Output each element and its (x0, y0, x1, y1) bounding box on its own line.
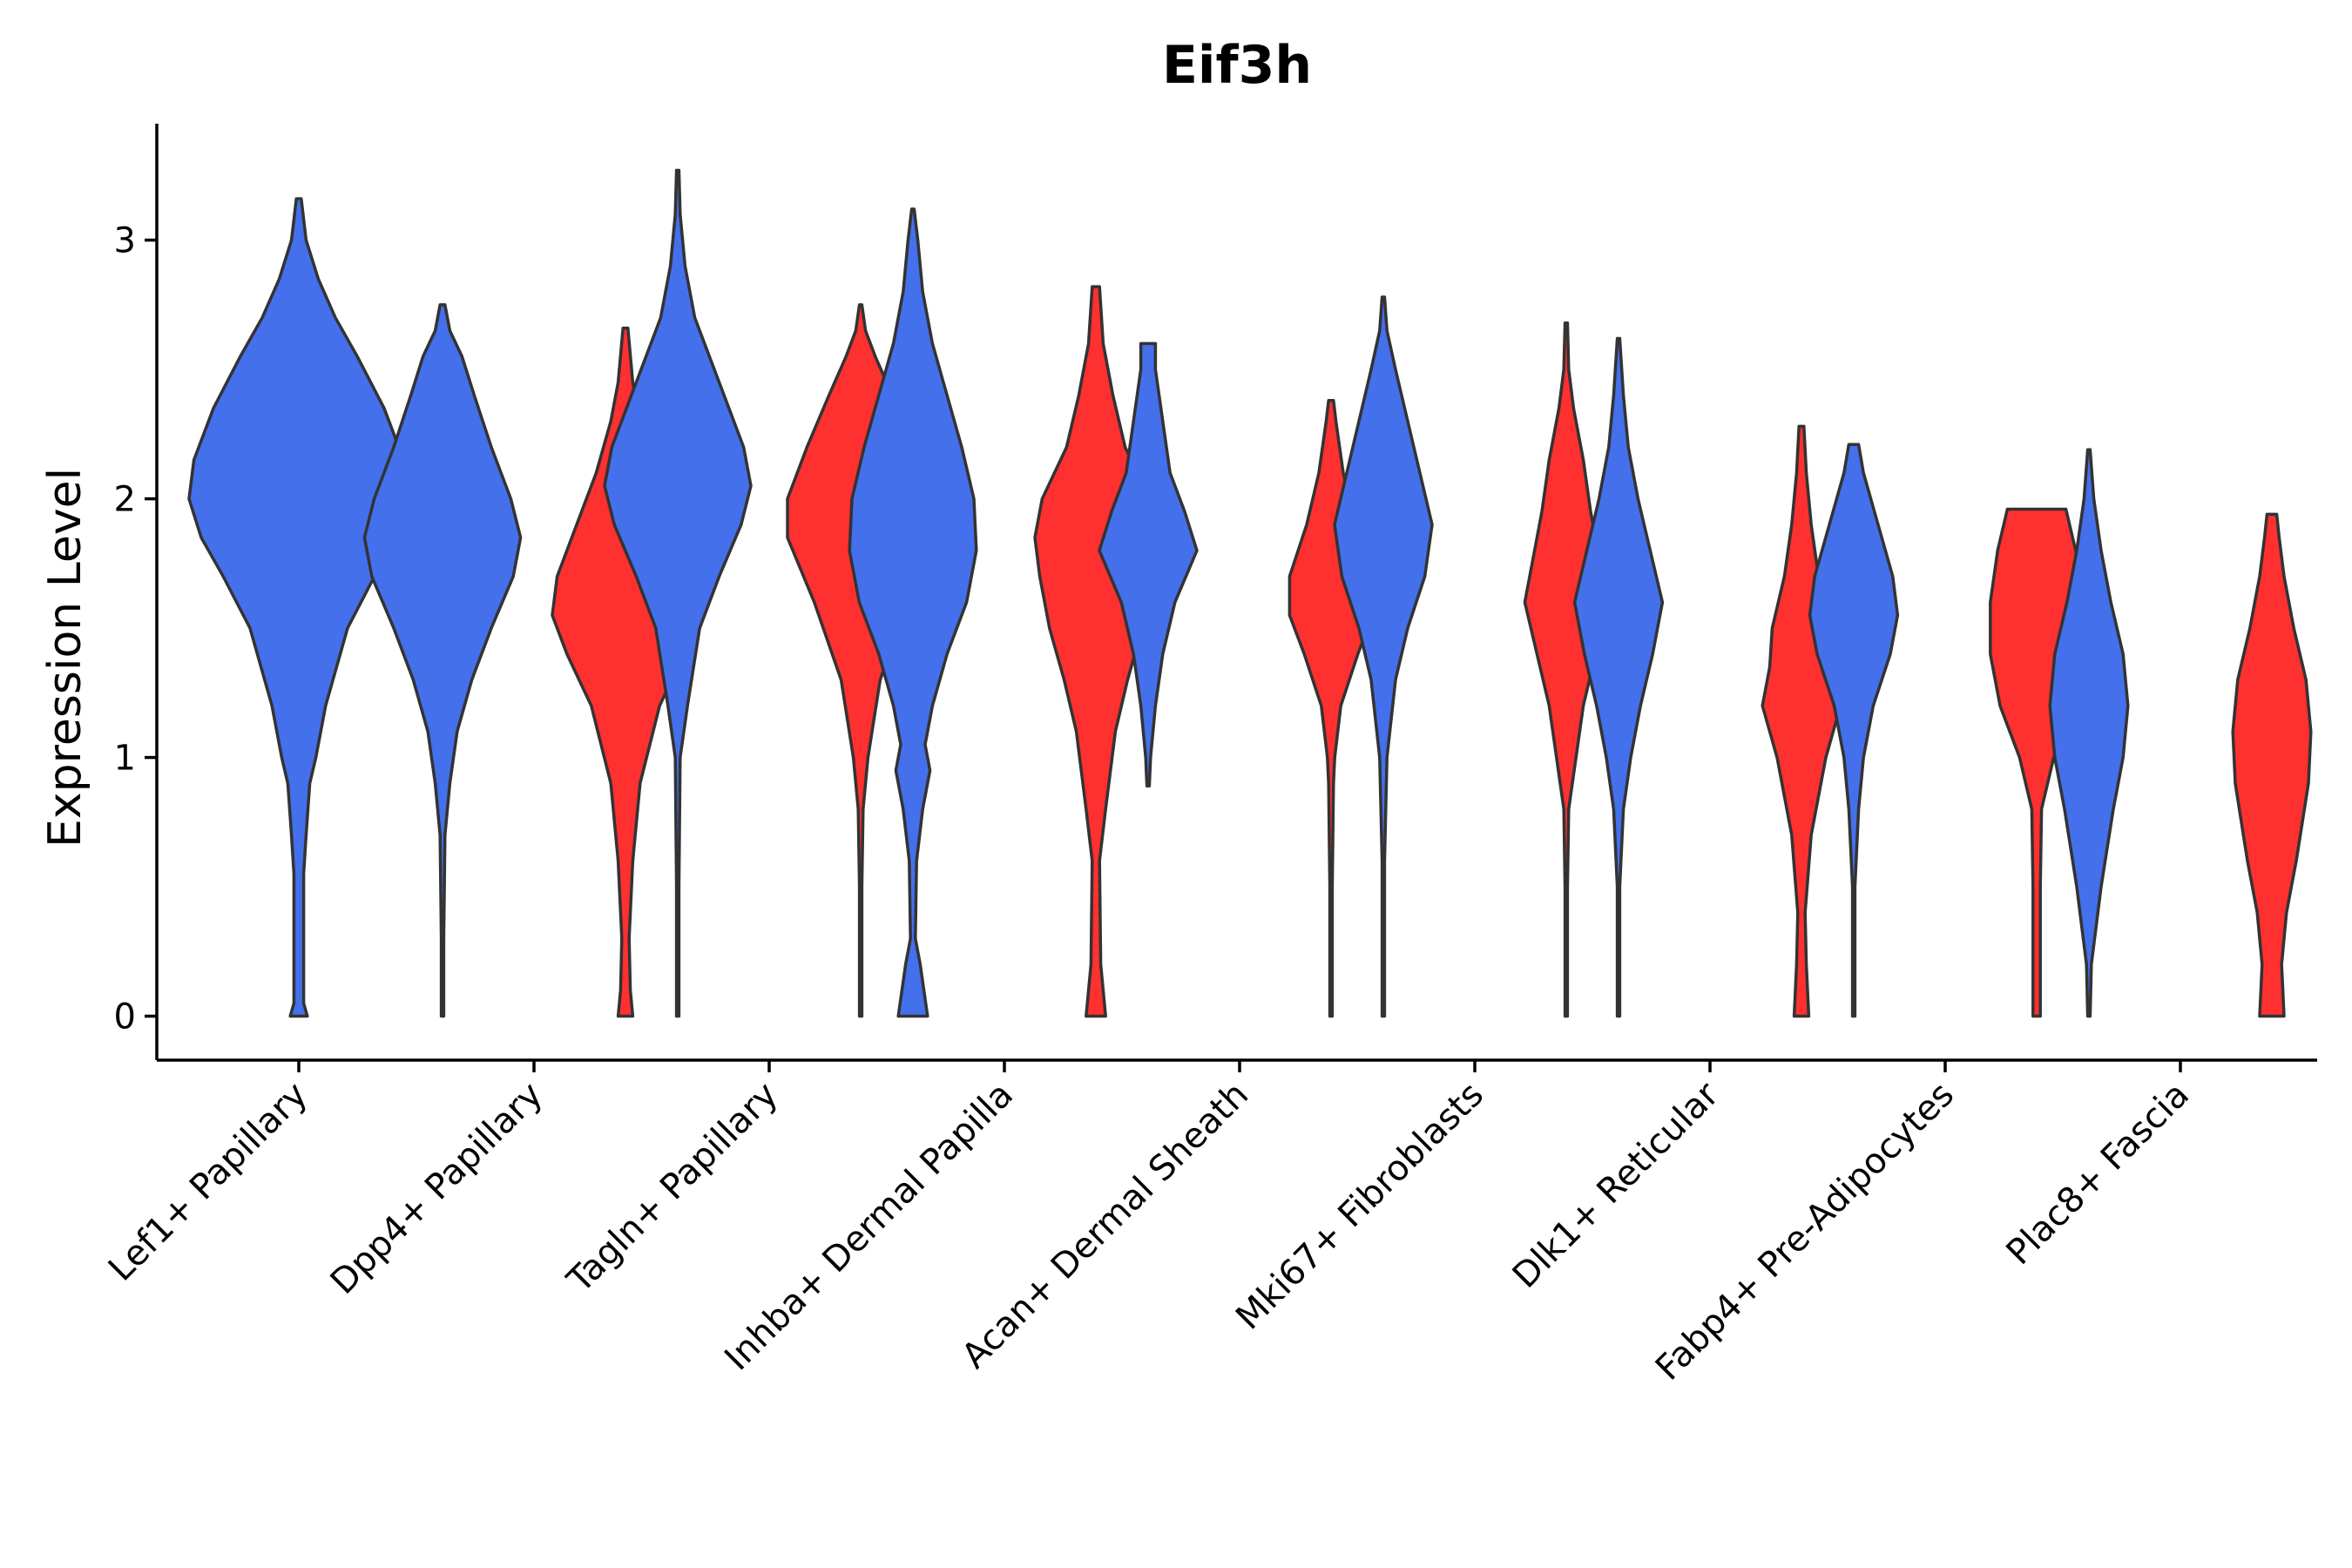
violin-plac8-fascia-group-b (2231, 512, 2313, 1018)
y-tick-label-1: 1 (114, 739, 136, 779)
x-ticks: Lef1+ Papillary Dpp4+ Papillary Tagln+ Pap… (101, 1060, 2197, 1389)
violin-inhba-dermal-papilla-group-a (848, 207, 978, 1018)
violin-acan-dermal-sheath-group-a (1098, 341, 1199, 787)
y-tick-label-3: 3 (114, 221, 136, 261)
y-axis-label: Expression Level (39, 468, 91, 848)
axes (155, 124, 2317, 1062)
violin-mki67-fibroblasts-group-b (1523, 321, 1610, 1018)
x-tick-label-mki67-fibroblasts: Mki67+ Fibroblasts (1228, 1075, 1491, 1338)
x-tick-label-plac8-fascia: Plac8+ Fascia (1999, 1075, 2198, 1274)
chart-title: Eif3h (1162, 35, 1312, 96)
violin-lef1-papillary-group-a (187, 197, 410, 1018)
violin-dlk1-reticular-group-b (1761, 424, 1842, 1018)
violin-dlk1-reticular-group-a (1572, 336, 1665, 1018)
y-tick-label-0: 0 (114, 997, 136, 1037)
violin-plac8-fascia-group-a (2048, 448, 2130, 1018)
violin-dpp4-papillary-group-a (362, 303, 523, 1018)
violin-fabp4-pre-adipocytes-group-a (1808, 443, 1900, 1018)
x-tick-label-tagln-papillary: Tagln+ Papillary (559, 1075, 786, 1301)
violin-tagln-papillary-group-a (603, 168, 753, 1018)
y-ticks: 0 1 2 3 (114, 221, 157, 1037)
x-tick-label-lef1-papillary: Lef1+ Papillary (101, 1075, 315, 1289)
y-tick-label-2: 2 (114, 480, 136, 520)
x-tick-label-dpp4-papillary: Dpp4+ Papillary (323, 1075, 551, 1302)
violin-mki67-fibroblasts-group-a (1333, 295, 1434, 1018)
violin-layer (187, 168, 2313, 1018)
x-tick-label-dlk1-reticular: Dlk1+ Reticular (1505, 1074, 1727, 1296)
